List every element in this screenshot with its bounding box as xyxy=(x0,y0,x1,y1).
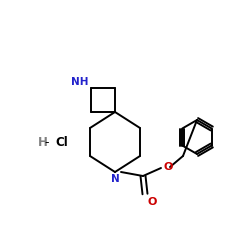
Text: H: H xyxy=(38,136,48,149)
Text: N: N xyxy=(110,174,120,184)
Text: O: O xyxy=(163,162,172,172)
Text: -: - xyxy=(45,136,49,149)
Text: NH: NH xyxy=(72,77,89,87)
Text: O: O xyxy=(148,197,158,207)
Text: Cl: Cl xyxy=(55,136,68,149)
